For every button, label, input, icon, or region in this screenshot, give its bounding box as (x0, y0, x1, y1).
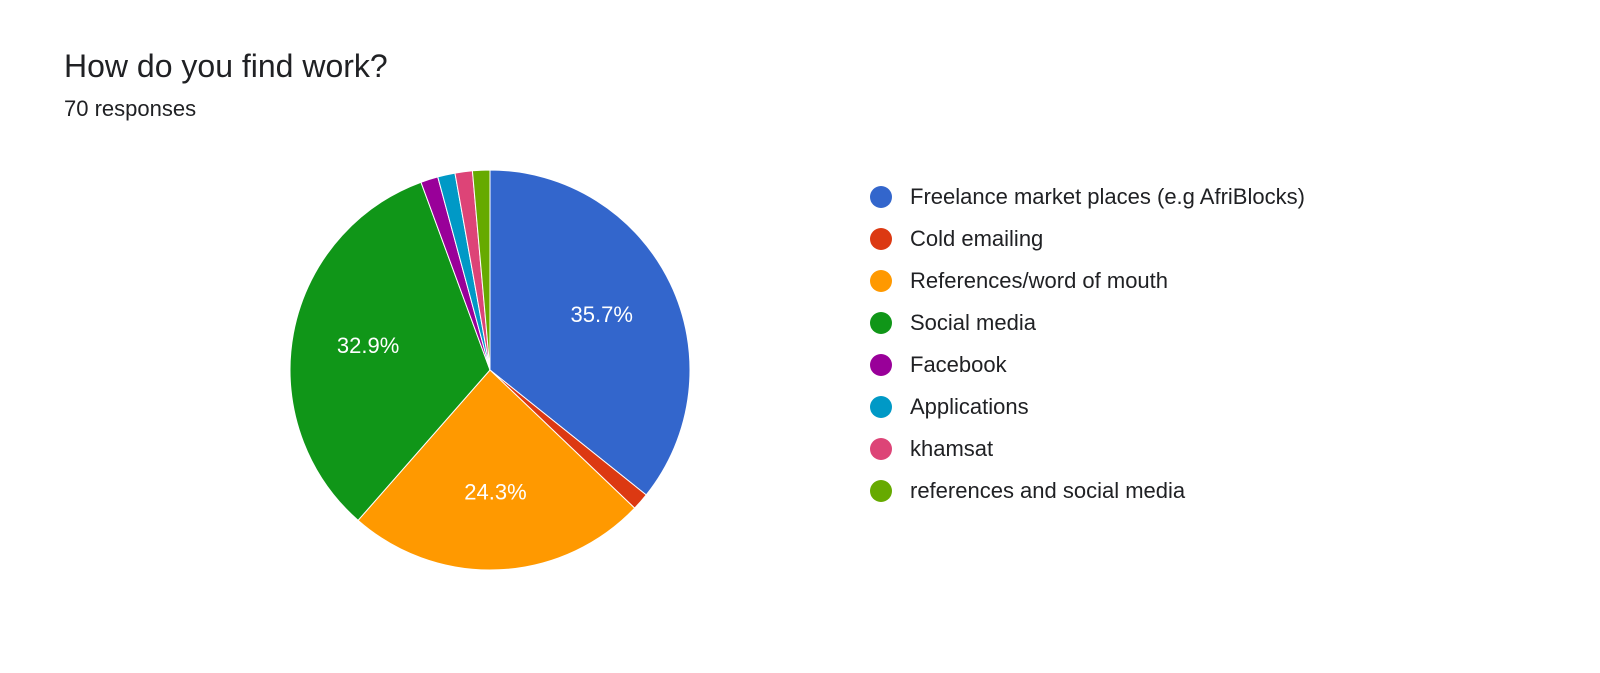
response-count: 70 responses (64, 96, 196, 122)
legend-swatch (870, 396, 892, 418)
legend-swatch (870, 270, 892, 292)
legend-label: references and social media (910, 478, 1185, 504)
legend-item: Applications (870, 386, 1305, 428)
slice-label: 32.9% (337, 333, 399, 358)
legend-item: Cold emailing (870, 218, 1305, 260)
legend-label: Facebook (910, 352, 1007, 378)
legend-label: Freelance market places (e.g AfriBlocks) (910, 184, 1305, 210)
slice-label: 35.7% (571, 302, 633, 327)
legend-item: Facebook (870, 344, 1305, 386)
legend-swatch (870, 312, 892, 334)
legend-item: Freelance market places (e.g AfriBlocks) (870, 176, 1305, 218)
chart-title: How do you find work? (64, 48, 388, 85)
legend-swatch (870, 480, 892, 502)
slice-label: 24.3% (464, 480, 526, 505)
legend: Freelance market places (e.g AfriBlocks)… (870, 176, 1305, 512)
pie-svg: 35.7% 24.3% 32.9% (280, 160, 700, 580)
legend-swatch (870, 354, 892, 376)
legend-label: Applications (910, 394, 1029, 420)
legend-swatch (870, 186, 892, 208)
legend-label: Cold emailing (910, 226, 1043, 252)
pie-chart: 35.7% 24.3% 32.9% (280, 160, 700, 580)
legend-item: khamsat (870, 428, 1305, 470)
legend-label: khamsat (910, 436, 993, 462)
legend-label: Social media (910, 310, 1036, 336)
legend-swatch (870, 228, 892, 250)
legend-label: References/word of mouth (910, 268, 1168, 294)
legend-item: References/word of mouth (870, 260, 1305, 302)
legend-item: references and social media (870, 470, 1305, 512)
legend-swatch (870, 438, 892, 460)
legend-item: Social media (870, 302, 1305, 344)
